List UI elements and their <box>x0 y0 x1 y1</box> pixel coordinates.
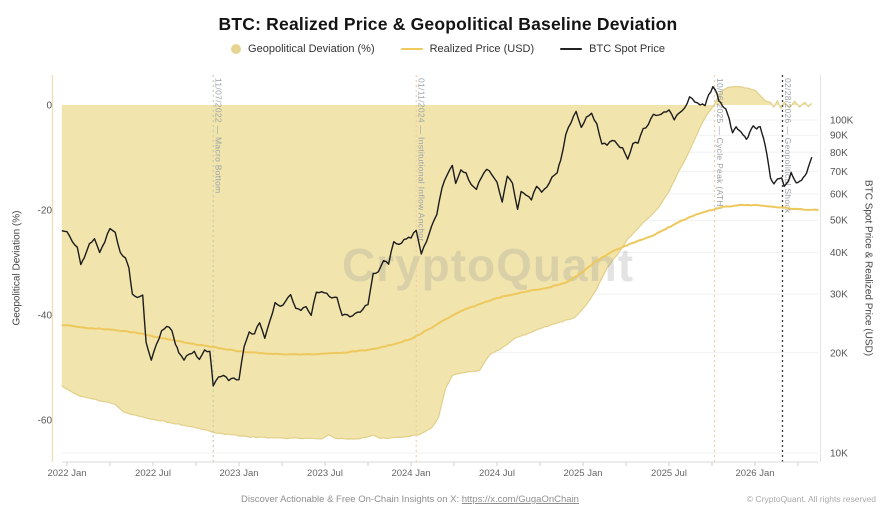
watermark: CryptoQuant <box>342 239 634 291</box>
realized-line-icon <box>400 47 423 51</box>
chart-title: BTC: Realized Price & Geopolitical Basel… <box>218 14 678 34</box>
x-tick-label: 2023 Jul <box>307 468 343 479</box>
right-tick-label: 90K <box>830 131 848 142</box>
event-annotation-0: 11/07/2022 — Macro Bottom <box>214 78 224 194</box>
x-tick-label: 2024 Jul <box>479 468 515 479</box>
realized-price-line <box>61 203 819 356</box>
x-tick-label: 2026 Jan <box>735 468 774 479</box>
x-tick-label: 2022 Jul <box>135 468 171 479</box>
legend-item-realized-price[interactable]: Realized Price (USD) <box>400 43 535 55</box>
right-tick-label: 50K <box>830 216 848 227</box>
right-tick-label: 70K <box>830 167 848 178</box>
x-tick-label: 2023 Jan <box>219 468 258 479</box>
btc-spot-line <box>61 86 813 387</box>
footer-text: Discover Actionable & Free On-Chain Insi… <box>241 494 462 505</box>
x-tick-label: 2025 Jan <box>563 468 602 479</box>
deviation-edge <box>61 85 813 440</box>
right-tick-label: 30K <box>830 290 848 301</box>
right-tick-label: 20K <box>830 348 848 359</box>
legend-label: Geopolitical Deviation (%) <box>248 43 375 55</box>
left-tick-label: 0 <box>46 101 52 112</box>
right-tick-label: 80K <box>830 148 848 159</box>
legend-label: BTC Spot Price <box>589 43 665 55</box>
right-tick-label: 100K <box>830 116 854 127</box>
deviation-area <box>61 86 812 440</box>
event-annotation-1: 01/11/2024 — Institutional Inflow Anchor <box>417 78 427 242</box>
left-tick-label: -40 <box>38 311 53 322</box>
left-tick-label: -60 <box>38 416 53 427</box>
footer-note: Discover Actionable & Free On-Chain Insi… <box>0 494 820 505</box>
left-axis-title: Geopolitical Deviation (%) <box>11 210 23 326</box>
right-axis-title: BTC Spot Price & Realized Price (USD) <box>862 179 874 357</box>
footer-link[interactable]: https://x.com/GugaOnChain <box>461 494 579 505</box>
left-tick-label: -20 <box>38 206 53 217</box>
x-tick-label: 2022 Jan <box>47 468 86 479</box>
copyright-note: © CryptoQuant. All rights reserved <box>746 494 876 504</box>
legend: Geopolitical Deviation (%) Realized Pric… <box>0 43 896 55</box>
x-tick-label: 2024 Jan <box>391 468 430 479</box>
legend-label: Realized Price (USD) <box>429 43 535 55</box>
legend-item-geopolitical-deviation[interactable]: Geopolitical Deviation (%) <box>231 43 375 55</box>
event-annotation-2: 10/06/2025 — Cycle Peak (ATH) <box>715 78 725 210</box>
right-tick-label: 10K <box>830 449 848 460</box>
deviation-dot-icon <box>231 44 242 54</box>
x-tick-label: 2025 Jul <box>651 468 687 479</box>
right-tick-label: 60K <box>830 189 848 200</box>
right-tick-label: 40K <box>830 248 848 259</box>
event-annotation-3: 02/28/2026 — Geopolitical Shock <box>783 78 793 214</box>
spot-line-icon <box>560 47 583 51</box>
legend-item-btc-spot[interactable]: BTC Spot Price <box>560 43 665 55</box>
